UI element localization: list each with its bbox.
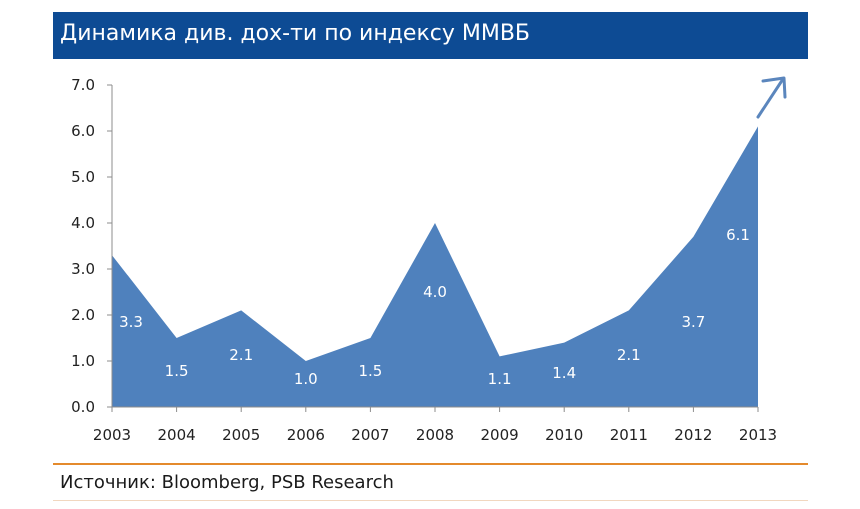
- data-label: 1.5: [358, 362, 382, 380]
- x-tick-label: 2011: [610, 426, 648, 444]
- data-label: 4.0: [423, 283, 447, 301]
- y-tick-label: 4.0: [71, 214, 95, 232]
- data-label: 1.4: [552, 364, 576, 382]
- data-label: 6.1: [726, 226, 750, 244]
- chart-title: Динамика див. дох-ти по индексу ММВБ: [60, 21, 531, 46]
- data-label: 2.1: [617, 346, 641, 364]
- x-tick-label: 2008: [416, 426, 454, 444]
- data-label: 1.5: [165, 362, 189, 380]
- x-tick-label: 2007: [351, 426, 389, 444]
- chart-title-bar: Динамика див. дох-ти по индексу ММВБ: [53, 12, 808, 59]
- data-label: 2.1: [229, 346, 253, 364]
- data-label: 1.0: [294, 370, 318, 388]
- x-tick-label: 2012: [674, 426, 712, 444]
- x-tick-label: 2009: [481, 426, 519, 444]
- y-tick-label: 3.0: [71, 260, 95, 278]
- up-arrow-shaft: [756, 77, 785, 119]
- x-tick-label: 2006: [287, 426, 325, 444]
- area-series: [112, 126, 758, 408]
- y-tick-label: 6.0: [71, 122, 95, 140]
- x-tick-label: 2005: [222, 426, 260, 444]
- x-tick-label: 2003: [93, 426, 131, 444]
- data-label: 1.1: [488, 370, 512, 388]
- x-tick-label: 2004: [158, 426, 196, 444]
- footer-divider: [53, 463, 808, 465]
- bottom-rule: [53, 500, 808, 501]
- y-tick-label: 5.0: [71, 168, 95, 186]
- y-tick-label: 7.0: [71, 76, 95, 94]
- x-tick-label: 2013: [739, 426, 777, 444]
- data-label: 3.7: [681, 313, 705, 331]
- up-arrow-head: [761, 76, 787, 99]
- y-tick-label: 0.0: [71, 398, 95, 416]
- y-tick-label: 2.0: [71, 306, 95, 324]
- x-tick-label: 2010: [545, 426, 583, 444]
- data-label: 3.3: [119, 313, 143, 331]
- source-note: Источник: Bloomberg, PSB Research: [60, 472, 394, 493]
- y-tick-label: 1.0: [71, 352, 95, 370]
